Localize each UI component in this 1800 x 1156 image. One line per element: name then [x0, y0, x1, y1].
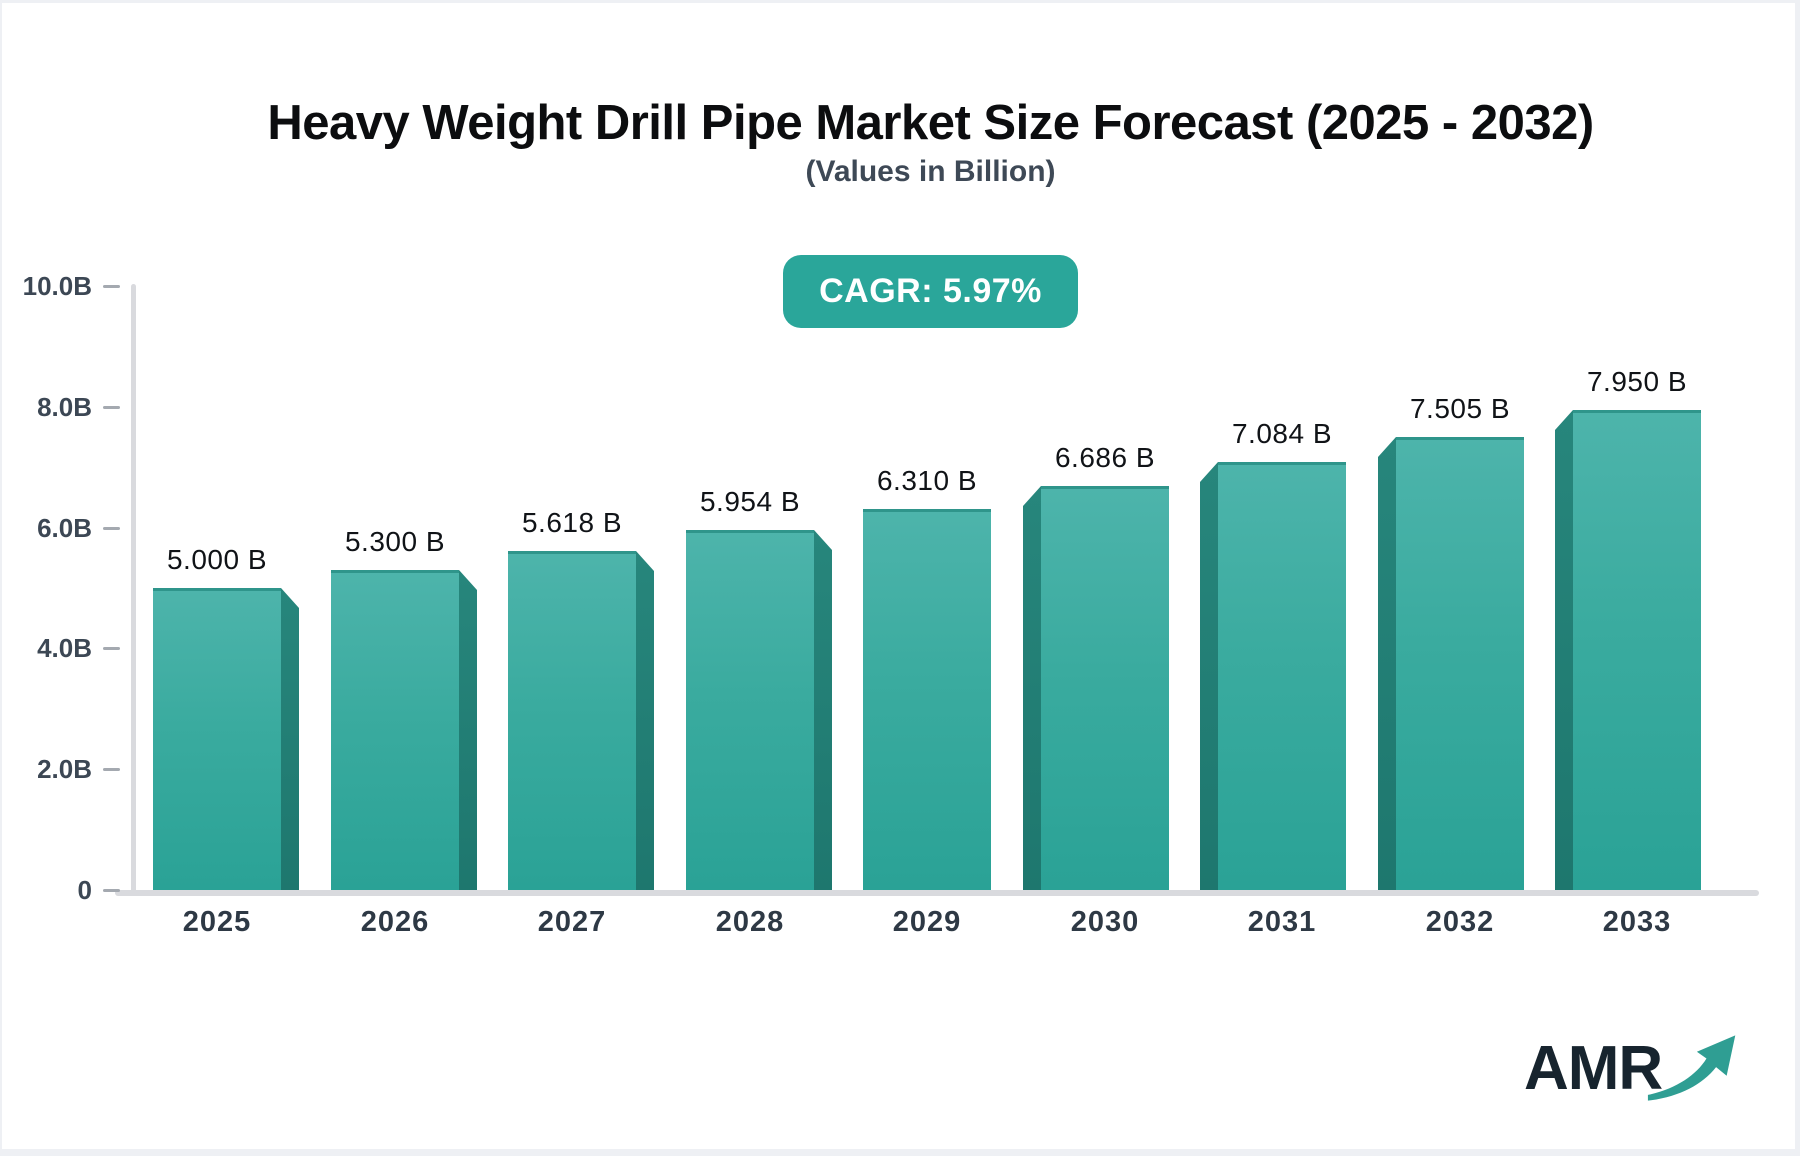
bar-value-label-2031: 7.084 B — [1231, 418, 1333, 449]
y-tick-mark — [103, 285, 120, 288]
brand-logo-text: AMR — [1524, 1034, 1663, 1103]
bar-depth-side-2026 — [459, 570, 477, 890]
chart-title: Heavy Weight Drill Pipe Market Size Fore… — [267, 96, 1594, 150]
x-label-2027: 2027 — [537, 906, 607, 938]
y-axis-line — [131, 284, 136, 896]
y-tick-label: 8.0B — [37, 391, 92, 422]
bar-value-label-2029: 6.310 B — [876, 465, 978, 496]
bar-depth-side-2028 — [814, 530, 832, 890]
growth-arrow-path — [1647, 1035, 1736, 1101]
bar-value-label-2033: 7.950 B — [1586, 366, 1688, 397]
bar-2032 — [1396, 437, 1524, 890]
y-tick-mark — [103, 405, 120, 409]
bar-value-label-2028: 5.954 B — [699, 486, 801, 517]
bar-value-label-2025: 5.000 B — [166, 544, 268, 575]
bar-depth-side-2031 — [1200, 462, 1218, 890]
bar-2033 — [1573, 410, 1701, 890]
y-tick-mark — [103, 889, 120, 892]
bar-value-label-2030: 6.686 B — [1054, 442, 1156, 473]
y-tick-label: 4.0B — [37, 633, 92, 664]
x-axis-baseline — [115, 890, 1759, 896]
bar-depth-side-2030 — [1023, 486, 1041, 890]
x-label-2028: 2028 — [715, 906, 785, 938]
bar-value-label-2026: 5.300 B — [344, 526, 446, 557]
bar-2027 — [508, 551, 636, 890]
bar-2026 — [331, 570, 459, 890]
x-label-2032: 2032 — [1425, 906, 1495, 938]
chart-canvas: Heavy Weight Drill Pipe Market Size Fore… — [2, 3, 1795, 1149]
x-label-2025: 2025 — [182, 906, 252, 938]
x-label-2029: 2029 — [892, 906, 962, 938]
x-label-2033: 2033 — [1602, 906, 1672, 938]
y-tick-mark — [103, 768, 120, 772]
bar-value-label-2032: 7.505 B — [1409, 393, 1511, 424]
bar-value-label-2027: 5.618 B — [521, 507, 623, 538]
y-tick-mark — [103, 647, 120, 651]
bar-2025 — [153, 588, 281, 890]
bar-2031 — [1218, 462, 1346, 890]
bar-2030 — [1041, 486, 1169, 890]
x-label-2030: 2030 — [1070, 906, 1140, 938]
cagr-badge-label: CAGR: 5.97% — [783, 255, 1078, 328]
cagr-badge: CAGR: 5.97% — [102, 255, 1759, 328]
bar-depth-side-2025 — [281, 588, 299, 890]
growth-arrow-icon — [1647, 1035, 1736, 1101]
x-label-2026: 2026 — [360, 906, 430, 938]
bar-2028 — [686, 530, 814, 890]
chart-subtitle: (Values in Billion) — [805, 155, 1056, 188]
bar-depth-side-2033 — [1555, 410, 1573, 890]
brand-logo: AMR — [1524, 1033, 1736, 1123]
y-tick-label: 2.0B — [37, 754, 92, 785]
bar-depth-side-2027 — [636, 551, 654, 890]
bar-2029 — [863, 509, 991, 890]
y-tick-label: 10.0B — [22, 271, 92, 301]
bar-depth-side-2032 — [1378, 437, 1396, 890]
y-tick-mark — [103, 526, 120, 530]
y-tick-label: 6.0B — [37, 512, 92, 543]
x-label-2031: 2031 — [1247, 906, 1317, 938]
y-tick-label: 0 — [77, 875, 92, 905]
